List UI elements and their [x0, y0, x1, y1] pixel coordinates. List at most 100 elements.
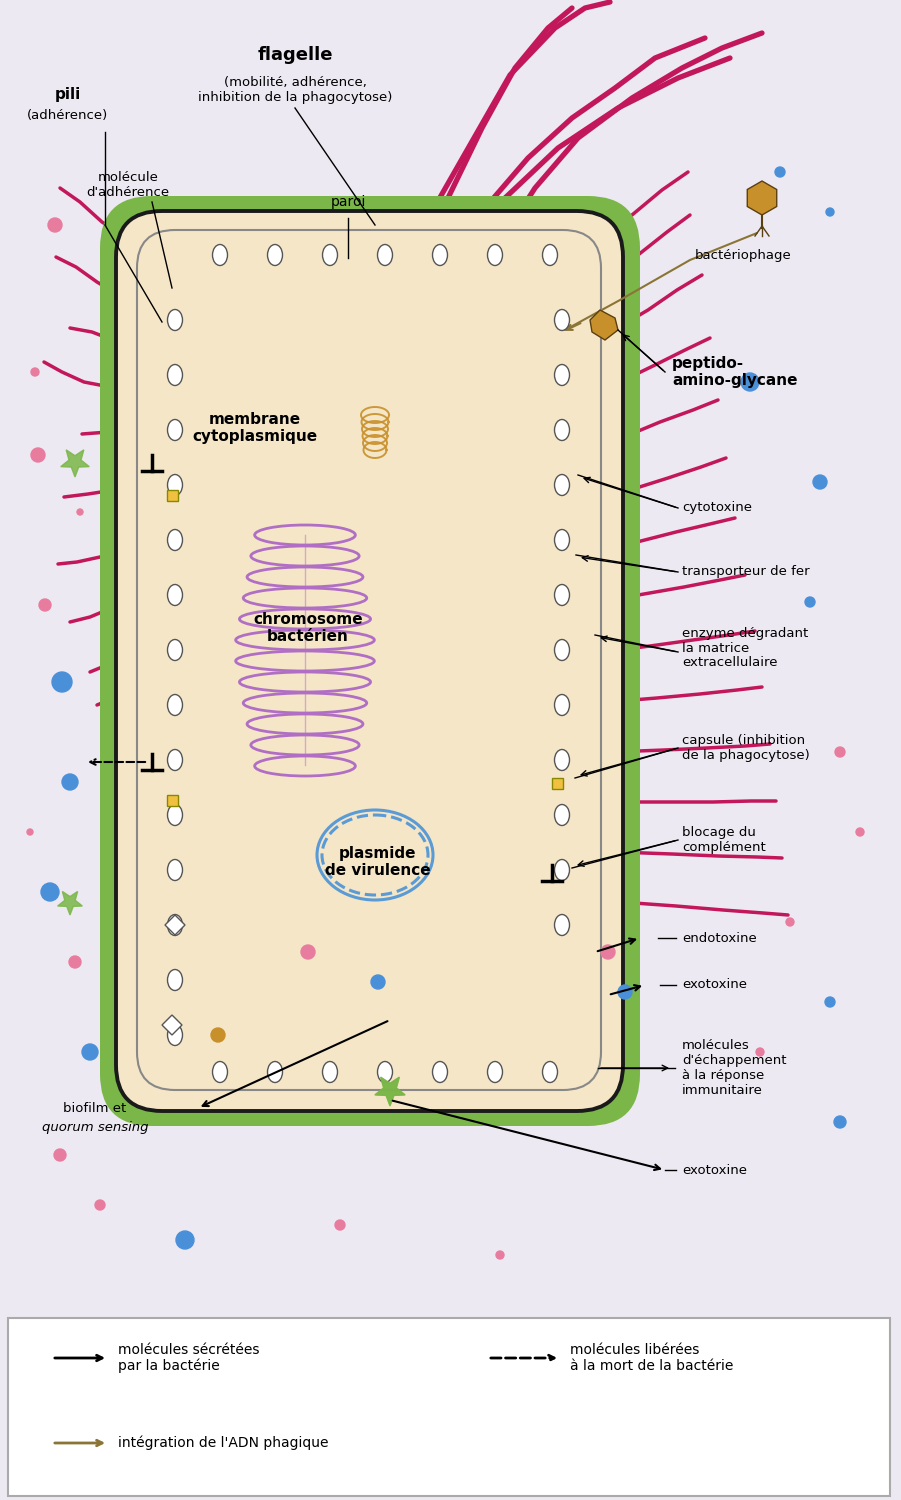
Circle shape [69, 956, 81, 968]
Circle shape [813, 476, 827, 489]
Polygon shape [375, 1077, 405, 1106]
Ellipse shape [168, 309, 183, 330]
Polygon shape [376, 1078, 405, 1106]
Ellipse shape [168, 694, 183, 715]
Text: peptido-
amino-glycane: peptido- amino-glycane [672, 356, 797, 388]
Circle shape [39, 598, 51, 610]
Ellipse shape [378, 244, 393, 266]
Ellipse shape [168, 915, 183, 936]
Circle shape [95, 1200, 105, 1210]
Circle shape [211, 1028, 225, 1042]
Circle shape [856, 828, 864, 836]
Circle shape [835, 747, 845, 758]
Circle shape [618, 986, 632, 999]
Text: capsule (inhibition
de la phagocytose): capsule (inhibition de la phagocytose) [682, 734, 810, 762]
Ellipse shape [554, 474, 569, 495]
Text: biofilm et: biofilm et [63, 1101, 127, 1114]
Text: paroi: paroi [331, 195, 366, 208]
Ellipse shape [168, 364, 183, 386]
Bar [8, 1318, 890, 1496]
Ellipse shape [554, 364, 569, 386]
Text: cytotoxine: cytotoxine [682, 501, 752, 515]
Circle shape [48, 217, 62, 232]
Text: intégration de l'ADN phagique: intégration de l'ADN phagique [118, 1436, 329, 1450]
Ellipse shape [323, 244, 338, 266]
Ellipse shape [168, 474, 183, 495]
Circle shape [825, 998, 835, 1006]
Text: transporteur de fer: transporteur de fer [682, 566, 810, 579]
Text: plasmide
de virulence: plasmide de virulence [325, 846, 431, 877]
Bar [167, 490, 178, 501]
Ellipse shape [168, 530, 183, 550]
Bar [552, 778, 563, 789]
Circle shape [54, 1149, 66, 1161]
Ellipse shape [268, 1062, 283, 1083]
Text: molécule
d'adhérence: molécule d'adhérence [86, 171, 169, 200]
Text: blocage du
complément: blocage du complément [682, 827, 766, 854]
Ellipse shape [554, 804, 569, 825]
Text: pili: pili [55, 87, 81, 102]
Ellipse shape [487, 244, 503, 266]
Text: membrane
cytoplasmique: membrane cytoplasmique [193, 413, 317, 444]
Circle shape [117, 339, 123, 345]
Text: endotoxine: endotoxine [682, 932, 757, 945]
Circle shape [31, 368, 39, 376]
Circle shape [41, 884, 59, 902]
Ellipse shape [554, 530, 569, 550]
Ellipse shape [213, 244, 227, 266]
Ellipse shape [268, 244, 283, 266]
Circle shape [62, 774, 78, 790]
Circle shape [82, 1044, 98, 1060]
Ellipse shape [378, 1062, 393, 1083]
Circle shape [775, 166, 785, 177]
Circle shape [52, 672, 72, 692]
Ellipse shape [168, 1024, 183, 1045]
Circle shape [371, 975, 385, 988]
Text: molécules libérées
à la mort de la bactérie: molécules libérées à la mort de la bacté… [570, 1342, 733, 1372]
Ellipse shape [554, 420, 569, 441]
FancyBboxPatch shape [100, 196, 640, 1126]
Circle shape [601, 945, 615, 958]
Circle shape [27, 830, 33, 836]
Text: exotoxine: exotoxine [682, 1164, 747, 1176]
Ellipse shape [168, 639, 183, 660]
Circle shape [805, 597, 815, 608]
Polygon shape [60, 450, 89, 477]
Circle shape [77, 509, 83, 515]
Circle shape [834, 1116, 846, 1128]
Ellipse shape [213, 1062, 227, 1083]
Circle shape [335, 1220, 345, 1230]
Text: quorum sensing: quorum sensing [41, 1122, 149, 1134]
Ellipse shape [168, 859, 183, 880]
Ellipse shape [554, 750, 569, 771]
Circle shape [786, 918, 794, 926]
Polygon shape [58, 891, 82, 915]
Circle shape [301, 945, 315, 958]
FancyBboxPatch shape [116, 211, 623, 1112]
Ellipse shape [554, 585, 569, 606]
Circle shape [826, 209, 834, 216]
Text: exotoxine: exotoxine [682, 978, 747, 992]
Ellipse shape [554, 309, 569, 330]
Text: (adhérence): (adhérence) [27, 108, 109, 122]
Ellipse shape [168, 750, 183, 771]
Ellipse shape [554, 915, 569, 936]
Circle shape [31, 448, 45, 462]
Ellipse shape [542, 244, 558, 266]
Text: bactériophage: bactériophage [695, 249, 792, 261]
Polygon shape [590, 310, 618, 340]
Ellipse shape [168, 804, 183, 825]
Ellipse shape [432, 1062, 448, 1083]
Text: molécules sécrétées
par la bactérie: molécules sécrétées par la bactérie [118, 1342, 259, 1374]
Circle shape [756, 1048, 764, 1056]
Ellipse shape [168, 969, 183, 990]
Ellipse shape [432, 244, 448, 266]
Bar [167, 795, 178, 806]
Text: (mobilité, adhérence,
inhibition de la phagocytose): (mobilité, adhérence, inhibition de la p… [198, 76, 392, 104]
Polygon shape [165, 915, 185, 934]
Polygon shape [162, 1016, 182, 1035]
Circle shape [176, 1232, 194, 1250]
Circle shape [496, 1251, 504, 1258]
Ellipse shape [542, 1062, 558, 1083]
Text: chromosome
bactérien: chromosome bactérien [253, 612, 363, 644]
